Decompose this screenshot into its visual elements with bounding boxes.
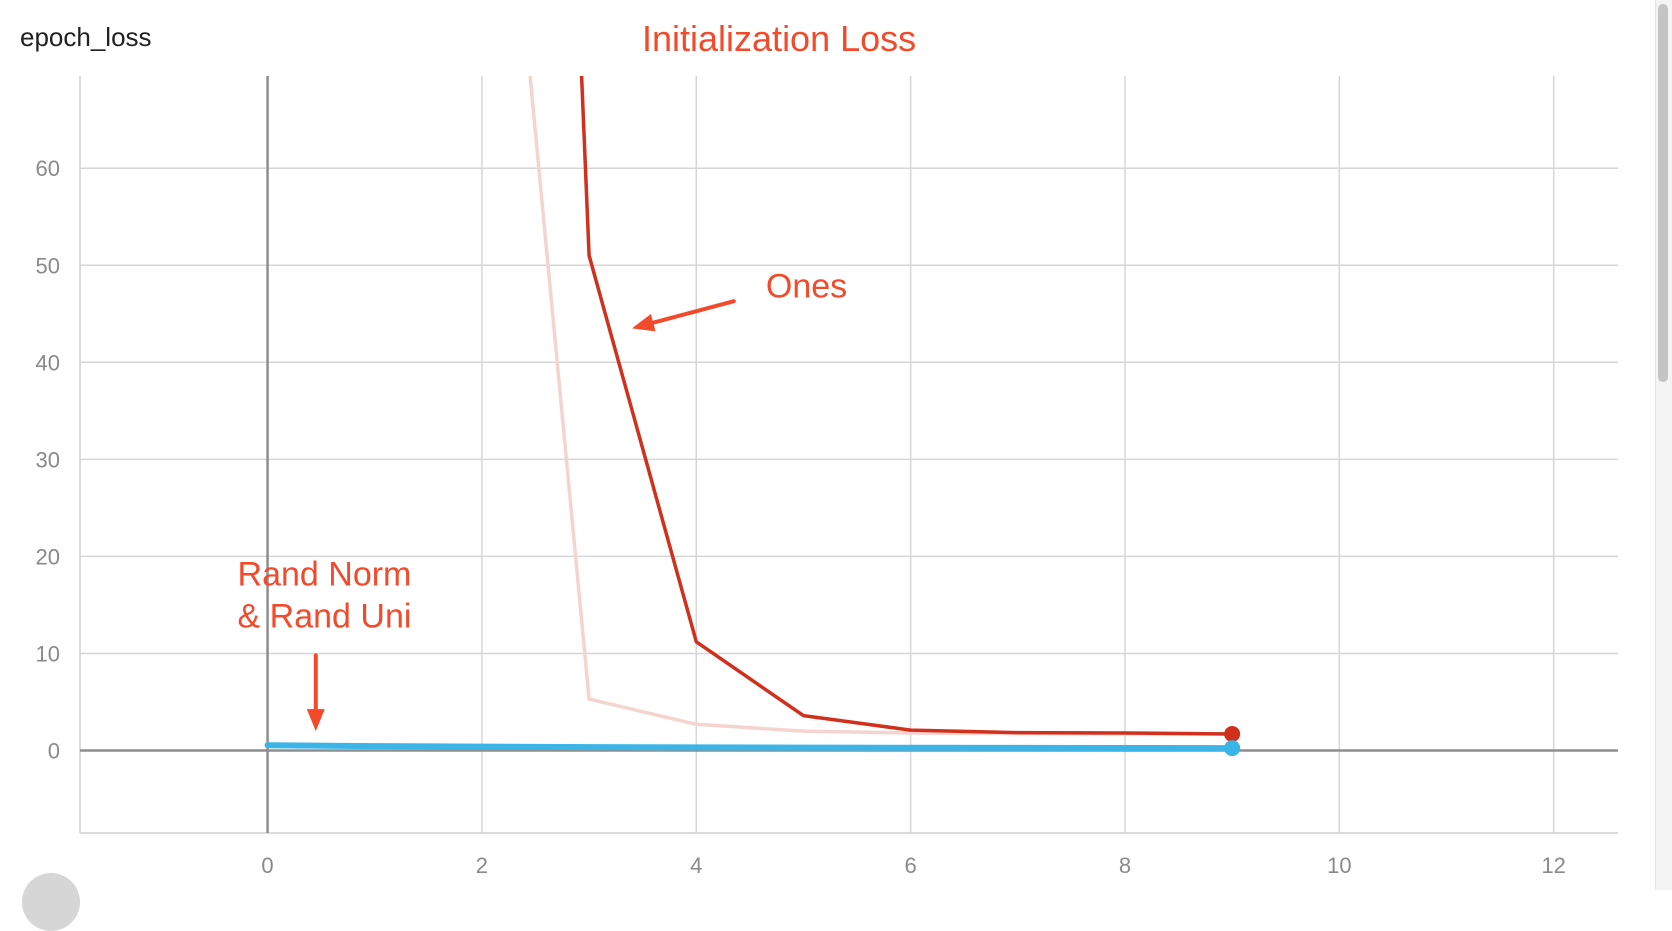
y-tick-label: 0 [48,739,60,764]
scrollbar-thumb[interactable] [1658,4,1668,382]
annotation-title: Initialization Loss [642,18,917,59]
x-tick-label: 4 [690,853,702,878]
annotation-label: Rand Norm [238,556,412,594]
annotation-label: Ones [766,267,847,305]
x-tick-label: 8 [1119,853,1131,878]
y-tick-label: 20 [36,544,60,569]
corner-button[interactable] [22,873,80,931]
x-tick-label: 0 [261,853,273,878]
y-tick-label: 50 [36,253,60,278]
x-tick-label: 10 [1327,853,1351,878]
tick-labels: 0 2 4 6 8 10 12 0 10 20 30 40 50 60 [36,156,1566,878]
x-tick-label: 6 [905,853,917,878]
y-tick-label: 40 [36,350,60,375]
chart-title: epoch_loss [20,22,152,52]
x-tick-label: 12 [1541,853,1565,878]
annotation-arrow-shaft [651,299,736,325]
series-line-1 [579,76,1234,736]
x-tick-label: 2 [476,853,488,878]
y-tick-label: 60 [36,156,60,181]
annotation-arrow-head [631,313,656,332]
y-tick-label: 30 [36,447,60,472]
axes [79,76,1618,834]
y-tick-label: 10 [36,641,60,666]
annotations: Ones Rand Norm & Rand Uni [238,267,1241,757]
chart-plot: 0 2 4 6 8 10 12 0 10 20 30 40 50 60 Ones Rand Norm & Ra… [36,76,1618,878]
series-line-0 [528,76,1234,736]
series-lines [264,76,1236,752]
annotation-label: & Rand Uni [238,598,412,636]
series-line-2 [264,742,1236,752]
annotation-arrow-head [306,709,325,732]
grid [80,76,1618,833]
series-end-marker-1 [1224,726,1241,743]
series-end-marker-2 [1224,740,1241,757]
